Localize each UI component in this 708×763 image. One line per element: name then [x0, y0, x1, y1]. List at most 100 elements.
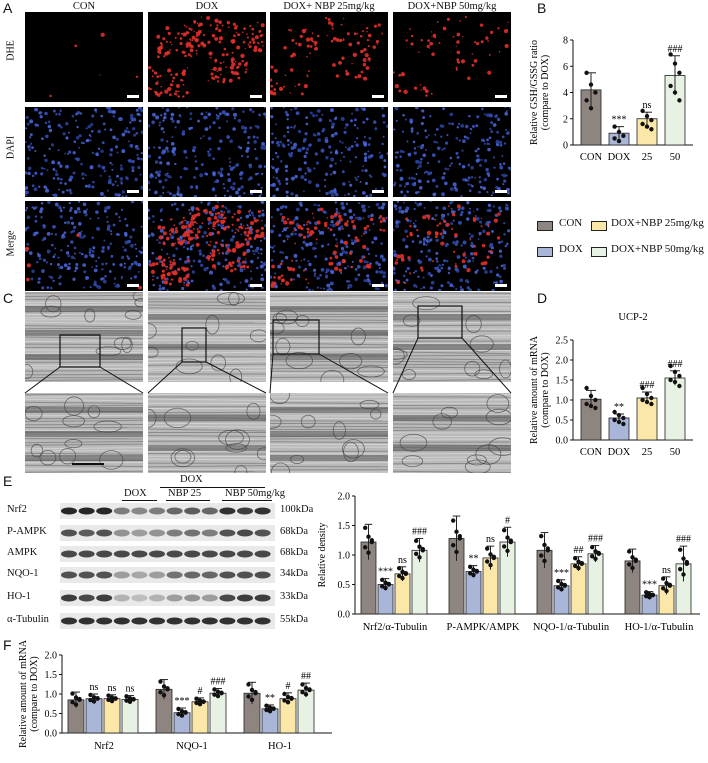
data-point	[158, 690, 163, 695]
blot-band	[166, 617, 183, 625]
x-tick-label: Nrf2/α-Tubulin	[363, 622, 428, 633]
data-point	[640, 121, 645, 127]
scale-bar	[72, 463, 104, 465]
significance-label: ***	[175, 696, 190, 707]
data-point	[485, 559, 490, 564]
data-point	[612, 136, 617, 141]
blot-band	[201, 617, 218, 625]
scale-bar-mark	[495, 284, 507, 287]
y-tick-label: 4	[563, 88, 568, 99]
blot-label-4: HO-1	[7, 591, 31, 602]
blot-band	[131, 550, 148, 558]
data-point	[644, 391, 650, 397]
bar	[636, 397, 658, 441]
bar	[209, 692, 227, 734]
blot-band	[184, 571, 201, 579]
header-line-dox1	[122, 500, 157, 501]
blot-band	[237, 571, 253, 579]
blot-band	[113, 529, 130, 537]
scale-bar-mark	[250, 95, 262, 98]
blot-band	[113, 571, 130, 579]
blot-band	[96, 550, 113, 558]
data-point	[127, 699, 133, 704]
x-tick-label: Nrf2	[94, 741, 114, 752]
x-tick-label: 25	[642, 152, 653, 163]
data-point	[127, 696, 133, 701]
blot-band	[149, 617, 165, 625]
data-point	[194, 696, 199, 701]
row-label-merge: Merge	[5, 230, 17, 257]
data-point	[664, 580, 669, 586]
data-point	[627, 562, 632, 567]
data-point	[612, 409, 617, 415]
significance-label: ns	[398, 555, 407, 566]
significance-label: ns	[108, 683, 117, 694]
blot-label-3: NQO-1	[7, 568, 39, 579]
blot-band	[166, 571, 183, 579]
data-point	[677, 70, 682, 76]
blot-band	[219, 507, 236, 515]
blot-band	[113, 617, 130, 625]
blot-band	[78, 571, 95, 579]
y-axis-label: (compare to DOX)	[540, 352, 551, 428]
blot-band	[237, 550, 253, 558]
data-point	[621, 415, 626, 421]
data-point	[664, 588, 669, 594]
x-tick-label: 50	[670, 152, 681, 163]
header-nbp25: NBP 25	[168, 488, 202, 499]
data-point	[644, 399, 650, 405]
blot-band	[131, 594, 148, 602]
data-point	[661, 586, 666, 591]
data-point	[545, 546, 550, 551]
blot-band	[254, 594, 271, 602]
legend: CON DOX+NBP 25mg/kg DOX DOX+NBP 50mg/kg	[537, 215, 707, 260]
y-axis-label: (compare to DOX)	[540, 55, 551, 131]
blot-band	[166, 529, 183, 537]
data-point	[414, 551, 419, 557]
data-point	[677, 373, 682, 379]
data-point	[246, 694, 251, 699]
data-point	[253, 689, 258, 695]
bar	[103, 698, 121, 734]
legend-swatch-con	[537, 221, 553, 231]
y-tick-label: 0.5	[45, 709, 58, 720]
data-point	[573, 563, 578, 569]
data-point	[179, 709, 185, 714]
data-point	[471, 572, 476, 578]
scale-bar-mark	[250, 190, 262, 193]
micro-image-r2-c3	[393, 201, 511, 291]
data-point	[668, 377, 673, 383]
data-point	[672, 379, 678, 385]
data-point	[383, 585, 388, 591]
data-point	[672, 90, 678, 95]
data-point	[73, 695, 79, 700]
data-point	[640, 108, 645, 114]
significance-label: ***	[378, 567, 393, 578]
data-point	[588, 106, 594, 111]
blot-band	[96, 594, 113, 602]
data-point	[593, 397, 598, 403]
scale-bar-mark	[127, 95, 139, 98]
micro-image-r1-c0	[25, 107, 143, 197]
blot-band	[201, 550, 218, 558]
panel-label-e: E	[3, 473, 13, 489]
blot-band	[254, 617, 271, 625]
zoom-box-overlay	[24, 305, 512, 394]
data-point	[661, 576, 666, 581]
data-point	[400, 575, 405, 581]
legend-swatch-nbp50	[591, 247, 607, 257]
legend-label-nbp50: DOX+NBP 50mg/kg	[611, 243, 704, 255]
blot-band	[237, 507, 253, 515]
data-point	[106, 697, 111, 703]
data-point	[616, 413, 622, 418]
bar	[121, 699, 139, 734]
x-tick-label: DOX	[608, 447, 631, 458]
data-point	[647, 591, 652, 597]
data-point	[403, 570, 408, 576]
data-point	[640, 385, 645, 391]
tem-dox-high	[148, 393, 266, 473]
blot-band	[61, 507, 77, 515]
row-label-dhe: DHE	[5, 40, 17, 61]
data-point	[485, 546, 490, 551]
data-point	[454, 549, 459, 555]
